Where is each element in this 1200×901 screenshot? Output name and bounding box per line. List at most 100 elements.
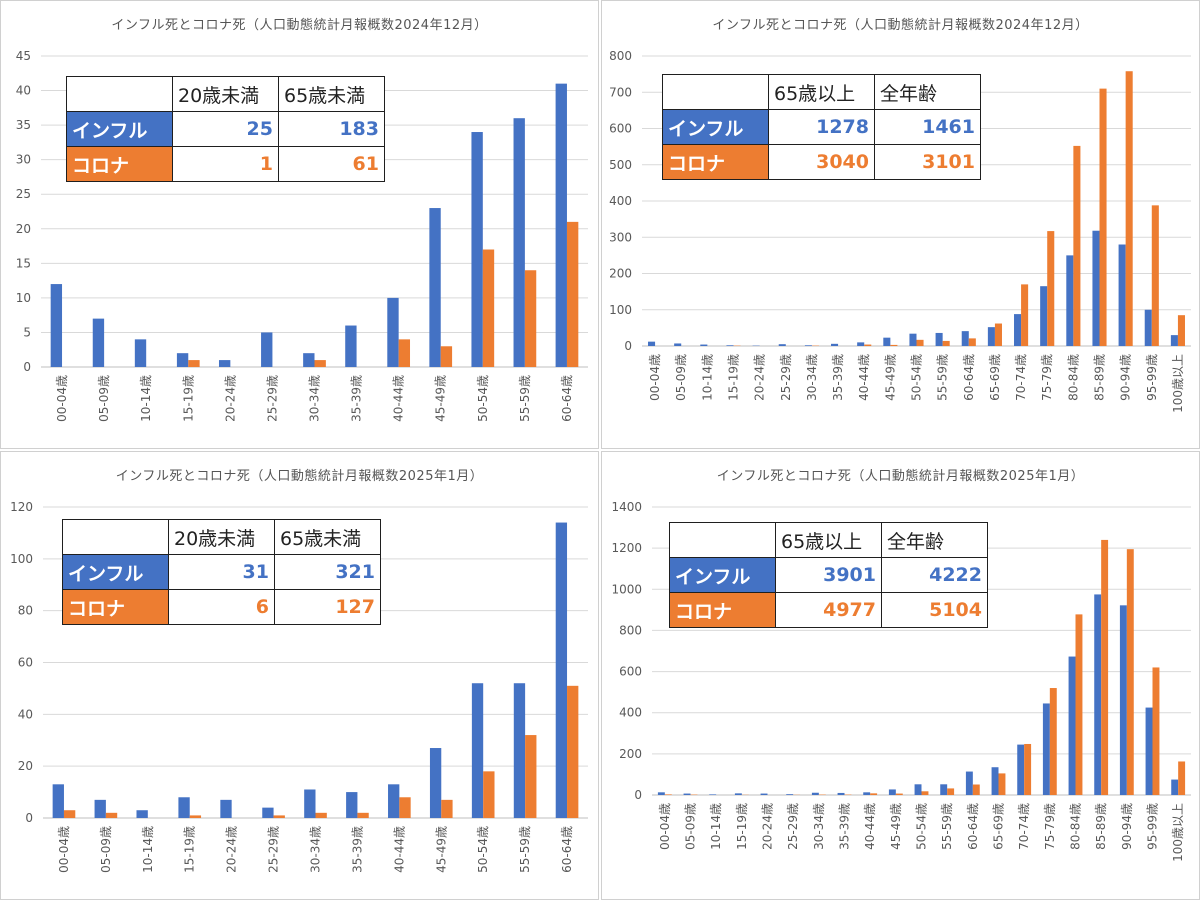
summary-table: 20歳未満 65歳未満 インフル 31 321 コロナ 6 127 (62, 519, 381, 625)
y-tick-label: 35 (16, 118, 31, 132)
bar-covid (525, 270, 536, 367)
x-tick-label: 45-49歳 (883, 354, 897, 401)
bar-covid (441, 346, 452, 367)
bar-covid (483, 771, 494, 818)
bar-covid (665, 794, 672, 795)
x-tick-label: 40-44歳 (392, 375, 406, 422)
y-tick-label: 0 (23, 360, 31, 374)
bar-flu (838, 793, 845, 795)
x-tick-label: 05-09歳 (674, 354, 688, 401)
bar-flu (472, 683, 483, 818)
row-label-covid: コロナ (67, 147, 173, 182)
bar-flu (709, 794, 716, 795)
y-tick-label: 600 (609, 122, 632, 136)
chart-title: インフル死とコロナ死（人口動態統計月報概数2025年1月） (1, 465, 598, 484)
x-tick-label: 45-49歳 (889, 803, 903, 850)
table-cell: 1278 (769, 110, 875, 145)
y-tick-label: 1200 (611, 541, 642, 555)
table-cell: 4977 (776, 593, 882, 628)
y-tick-label: 600 (619, 665, 642, 679)
bar-flu (514, 118, 525, 367)
bar-flu (779, 344, 786, 346)
row-label-flu: インフル (63, 555, 169, 590)
bar-flu (1014, 314, 1021, 346)
x-tick-label: 80-84歳 (1069, 803, 1083, 850)
y-tick-label: 0 (25, 811, 33, 825)
row-label-flu: インフル (670, 558, 776, 593)
x-tick-label: 80-84歳 (1066, 354, 1080, 401)
bar-flu (556, 523, 567, 818)
bar-flu (387, 298, 398, 367)
x-tick-label: 25-29歳 (779, 354, 793, 401)
bar-covid (567, 222, 578, 367)
x-tick-label: 90-94歳 (1120, 803, 1134, 850)
y-tick-label: 25 (16, 187, 31, 201)
x-tick-label: 25-29歳 (786, 803, 800, 850)
summary-table: 65歳以上 全年齢 インフル 1278 1461 コロナ 3040 3101 (662, 74, 981, 180)
x-tick-label: 90-94歳 (1119, 354, 1133, 401)
bar-flu (909, 334, 916, 346)
y-tick-label: 80 (18, 604, 33, 618)
table-cell: 25 (173, 112, 279, 147)
bar-covid (973, 785, 980, 795)
y-tick-label: 45 (16, 49, 31, 63)
y-tick-label: 700 (609, 85, 632, 99)
bar-covid (917, 340, 924, 346)
x-tick-label: 40-44歳 (392, 826, 406, 873)
bar-flu (471, 132, 482, 367)
bar-flu (889, 789, 896, 795)
x-tick-label: 50-54歳 (476, 826, 490, 873)
table-header: 20歳未満 (173, 77, 279, 112)
table-cell: 5104 (882, 593, 988, 628)
bar-flu (1120, 605, 1127, 795)
x-tick-label: 40-44歳 (857, 354, 871, 401)
bar-flu (761, 794, 768, 795)
x-tick-label: 100歳以上 (1171, 354, 1185, 413)
bar-covid (864, 345, 871, 346)
bar-flu (53, 784, 64, 818)
table-cell: 3101 (875, 145, 981, 180)
table-header: 全年齢 (875, 75, 981, 110)
bar-flu (863, 792, 870, 795)
y-tick-label: 100 (609, 303, 632, 317)
bar-covid (1076, 614, 1083, 795)
x-tick-label: 60-64歳 (560, 375, 574, 422)
bar-flu (430, 748, 441, 818)
bar-covid (922, 791, 929, 795)
x-tick-label: 55-59歳 (940, 803, 954, 850)
bar-covid (1127, 549, 1134, 795)
bar-flu (304, 789, 315, 818)
chart-title: インフル死とコロナ死（人口動態統計月報概数2024年12月） (1, 14, 598, 33)
chart-title: インフル死とコロナ死（人口動態統計月報概数2025年1月） (602, 465, 1199, 484)
x-tick-label: 05-09歳 (97, 375, 111, 422)
row-label-covid: コロナ (670, 593, 776, 628)
x-tick-label: 85-89歳 (1093, 354, 1107, 401)
x-tick-label: 95-99歳 (1146, 803, 1160, 850)
x-tick-label: 40-44歳 (863, 803, 877, 850)
x-tick-label: 65-69歳 (988, 354, 1002, 401)
x-tick-label: 25-29歳 (267, 826, 281, 873)
bar-covid (1021, 284, 1028, 346)
bar-flu (136, 810, 147, 818)
table-cell: 6 (169, 590, 275, 625)
bar-flu (1017, 745, 1024, 795)
x-tick-label: 70-74歳 (1014, 354, 1028, 401)
x-tick-label: 00-04歳 (57, 826, 71, 873)
bar-flu (1040, 286, 1047, 346)
bar-flu (556, 84, 567, 367)
x-tick-label: 35-39歳 (350, 826, 364, 873)
x-tick-label: 00-04歳 (648, 354, 662, 401)
bar-flu (1145, 310, 1152, 346)
x-tick-label: 95-99歳 (1145, 354, 1159, 401)
bar-covid (274, 815, 285, 818)
x-tick-label: 60-64歳 (966, 803, 980, 850)
bar-flu (1171, 780, 1178, 795)
bar-covid (190, 815, 201, 818)
y-tick-label: 0 (624, 339, 632, 353)
x-tick-label: 20-24歳 (761, 803, 775, 850)
table-cell: 1461 (875, 110, 981, 145)
